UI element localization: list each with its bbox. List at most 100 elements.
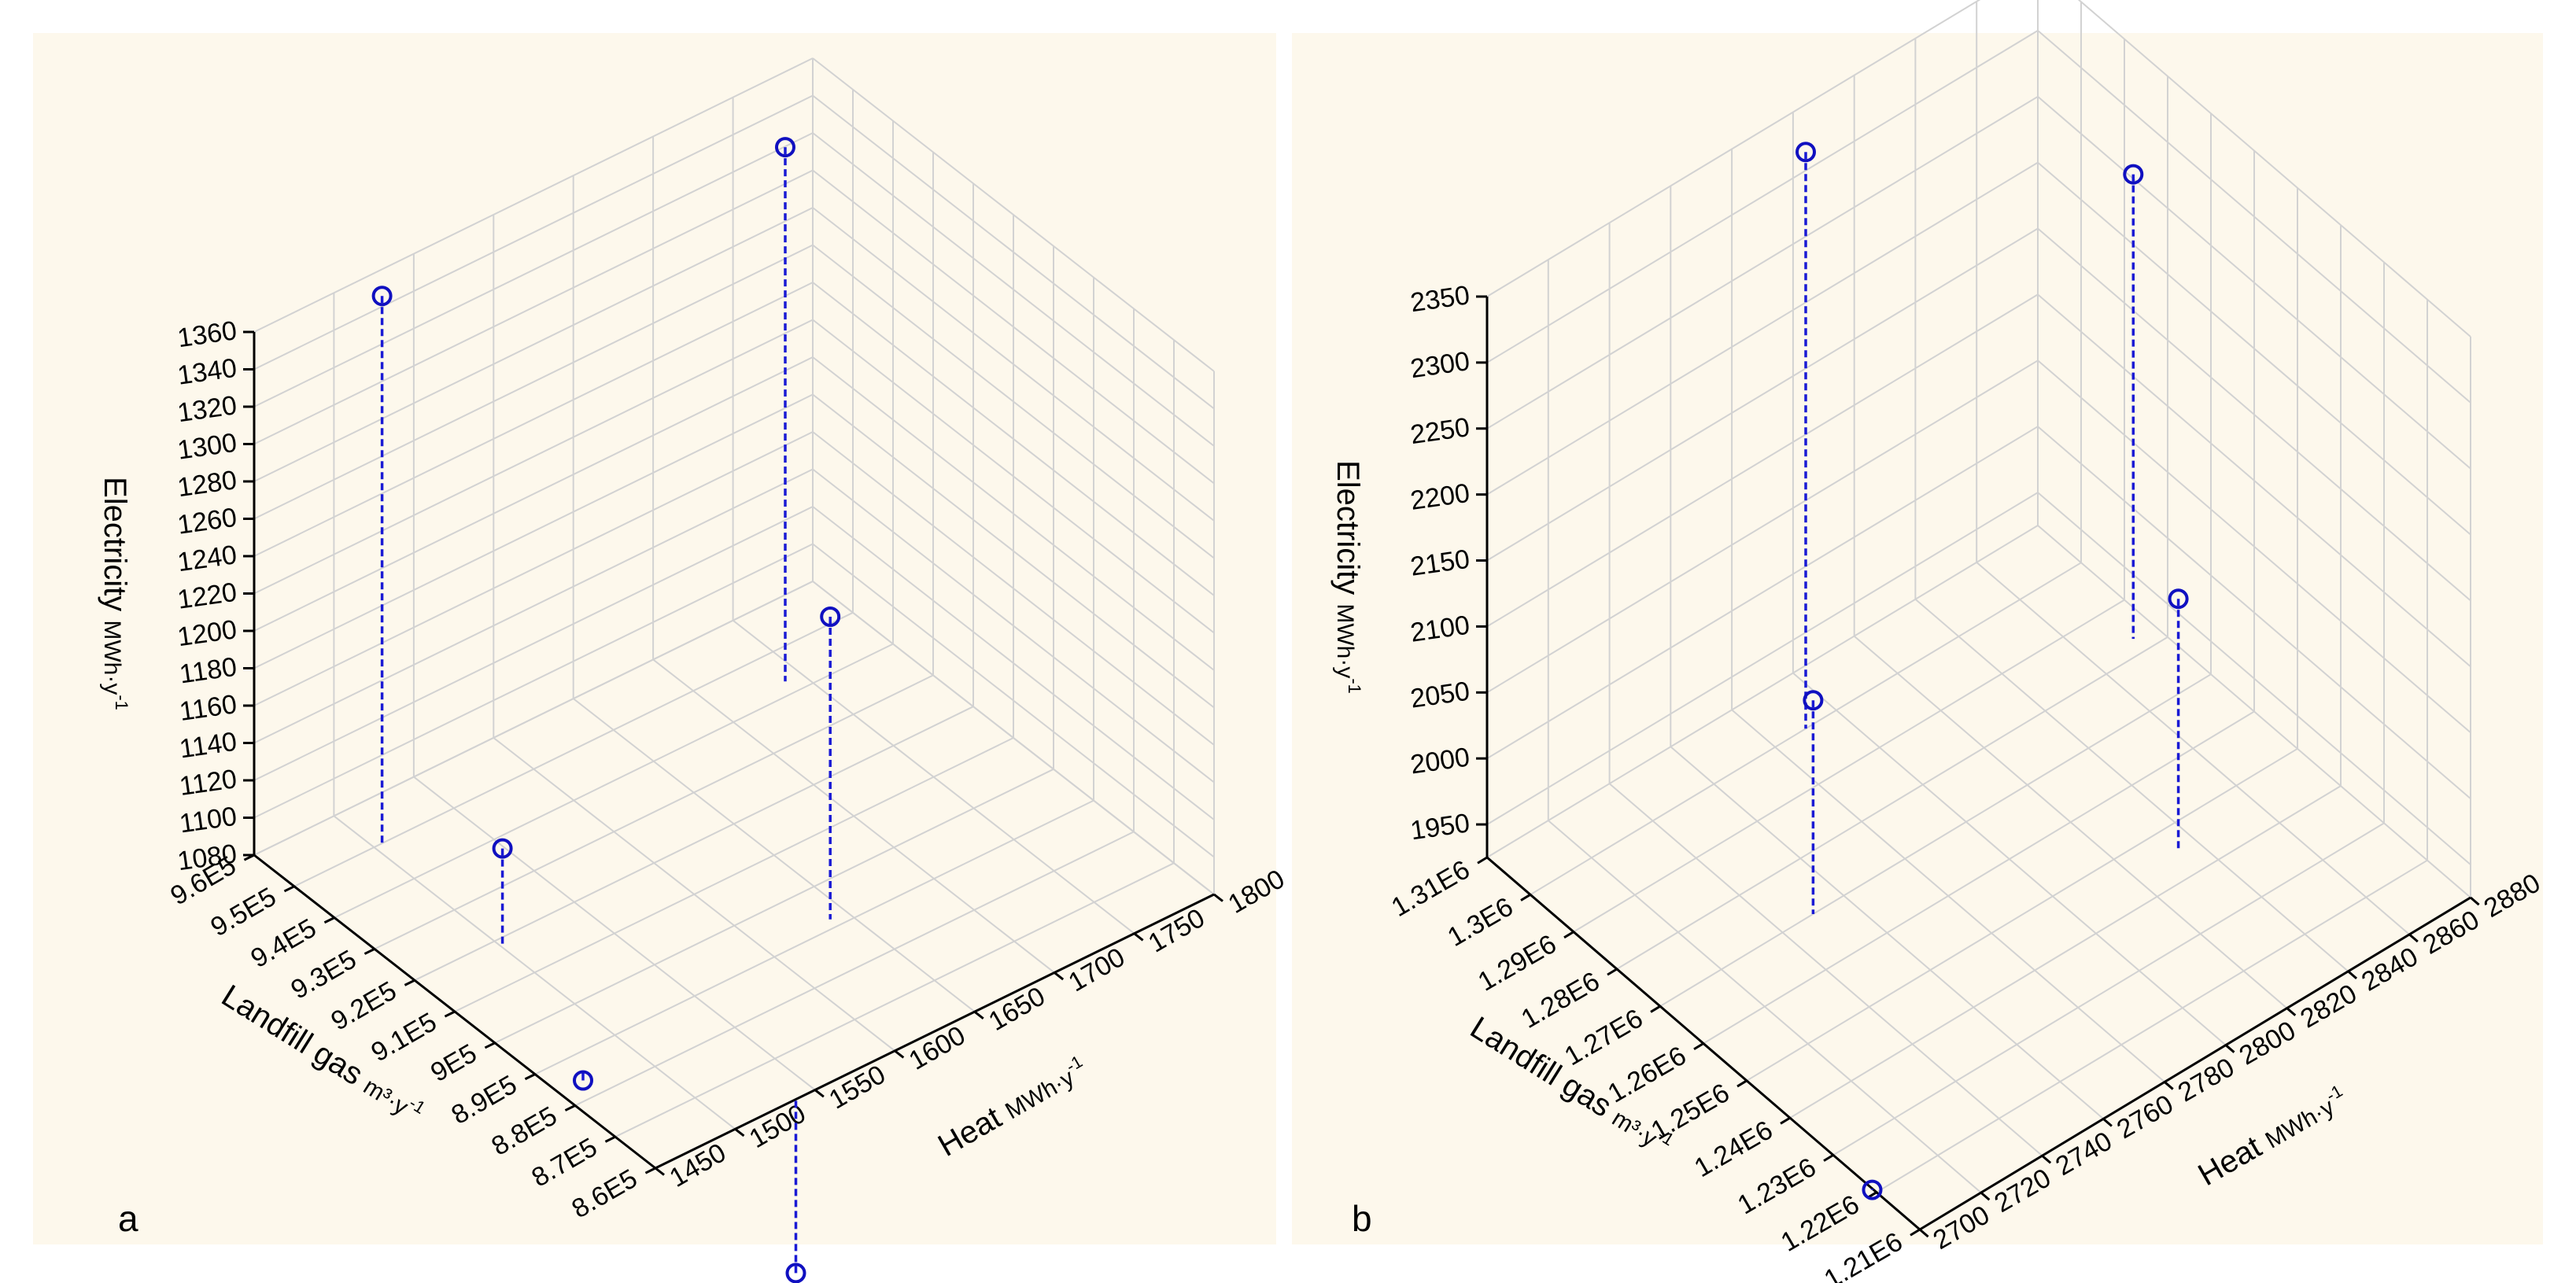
data-point xyxy=(1795,142,1816,163)
x-tick xyxy=(2164,1081,2174,1090)
back-wall-grid-line xyxy=(1486,492,2039,825)
panel-b: b 27002720274027602780280028202840286028… xyxy=(1292,0,2545,1283)
back-wall-grid-line xyxy=(1486,95,2039,430)
y-tick xyxy=(1477,856,1488,865)
floor-grid-line xyxy=(293,611,854,887)
floor-grid-line xyxy=(614,862,1175,1138)
back-wall-grid-line xyxy=(1486,161,2039,496)
z-axis-title-unit-exponent: -1 xyxy=(1345,678,1364,694)
data-point xyxy=(2123,164,2144,185)
back-wall-grid-line xyxy=(1486,0,1981,297)
y-tick xyxy=(484,1042,496,1049)
side-wall-grid-line xyxy=(812,393,1215,709)
side-wall-grid-line xyxy=(812,468,1215,783)
floor-grid-line xyxy=(1746,747,2298,1082)
back-wall-grid-line xyxy=(253,57,814,333)
back-wall-grid-line xyxy=(1486,293,2039,628)
x-tick xyxy=(1054,971,1065,981)
x-tick xyxy=(2224,1044,2235,1053)
floor-grid-line xyxy=(1876,859,2428,1193)
floor-grid-line xyxy=(1530,562,2082,896)
floor-grid-line xyxy=(1486,525,2039,858)
x-tick xyxy=(814,1089,825,1098)
side-wall-grid-line xyxy=(2037,426,2471,799)
side-wall-grid-line xyxy=(2037,30,2471,404)
data-point xyxy=(573,1070,593,1091)
back-wall-grid-line xyxy=(253,468,814,744)
z-axis-title: Electricity MWh·y-1 xyxy=(1330,460,1365,694)
side-wall-grid-line xyxy=(2037,492,2471,865)
z-axis-title-text: Electricity xyxy=(1330,460,1365,603)
side-wall-grid-line xyxy=(2037,293,2471,668)
grid-lines xyxy=(1486,0,2471,1230)
back-wall-grid-line xyxy=(253,244,814,520)
side-wall-grid-line xyxy=(812,169,1215,485)
y-tick xyxy=(444,1010,456,1018)
back-wall-grid-line xyxy=(1486,30,2039,363)
x-tick xyxy=(2470,896,2480,906)
back-wall-grid-line xyxy=(253,543,814,819)
y-tick xyxy=(1736,1079,1747,1088)
floor-grid-line xyxy=(1573,599,2125,933)
y-tick xyxy=(1650,1005,1661,1013)
back-wall-grid-line xyxy=(1486,359,2039,694)
y-tick xyxy=(1607,968,1618,976)
side-wall-grid-line xyxy=(812,319,1215,634)
panel-a-label: a xyxy=(118,1198,138,1239)
floor-grid-line xyxy=(1789,785,2342,1119)
side-wall-grid-line xyxy=(812,506,1215,820)
data-point xyxy=(1803,690,1824,711)
y-tick xyxy=(1693,1042,1704,1051)
back-wall-grid-line xyxy=(253,581,814,856)
floor-grid-line xyxy=(494,768,1054,1044)
side-wall-grid-line xyxy=(2077,0,2471,337)
floor-grid-line xyxy=(1832,822,2385,1156)
floor-grid-line xyxy=(334,643,894,919)
y-tick xyxy=(604,1135,616,1143)
x-tick xyxy=(655,1167,665,1176)
data-point xyxy=(492,838,513,859)
y-tick xyxy=(564,1104,576,1112)
back-wall-grid-line xyxy=(253,393,814,669)
side-wall-grid-line xyxy=(812,244,1215,559)
y-tick xyxy=(1910,1228,1921,1237)
back-wall-grid-line xyxy=(253,282,814,557)
side-wall-grid-line xyxy=(2037,359,2471,734)
data-point xyxy=(820,606,841,627)
data-point xyxy=(1862,1179,1883,1200)
panel-a-background xyxy=(33,33,1276,1244)
x-axis-line xyxy=(655,893,1215,1170)
back-wall-grid-line xyxy=(253,506,814,781)
side-wall-grid-line xyxy=(812,581,1215,895)
z-axis-title-unit: MWh·y xyxy=(1332,603,1358,678)
back-wall-grid-line xyxy=(253,94,814,371)
floor-grid-line xyxy=(414,706,974,982)
back-wall-grid-line xyxy=(253,169,814,445)
x-tick xyxy=(1133,932,1144,942)
x-tick xyxy=(2408,933,2419,943)
y-tick xyxy=(283,885,295,893)
back-wall-grid-line xyxy=(253,319,814,595)
side-wall-grid-line xyxy=(2037,161,2471,536)
x-tick xyxy=(1213,893,1223,902)
y-tick xyxy=(323,916,335,924)
side-wall-grid-line xyxy=(812,356,1215,671)
side-wall-grid-line xyxy=(812,94,1215,410)
z-axis-title-text: Electricity xyxy=(98,477,132,620)
y-tick xyxy=(1563,931,1574,939)
x-tick xyxy=(734,1128,745,1137)
y-tick xyxy=(524,1073,536,1081)
panel-a: a 145015001550160016501700175018008.6E58… xyxy=(33,33,1290,1283)
data-point xyxy=(2168,588,2189,610)
data-points xyxy=(371,137,841,1283)
data-point xyxy=(785,1263,806,1283)
x-axis-line xyxy=(1919,896,2471,1231)
data-points xyxy=(1795,142,2189,1200)
side-wall-grid-line xyxy=(2037,96,2471,470)
z-axis-title: Electricity MWh·y-1 xyxy=(98,477,132,710)
y-tick xyxy=(644,1167,656,1174)
back-wall-grid-line xyxy=(1486,227,2039,562)
side-wall-grid-line xyxy=(2037,227,2471,602)
y-tick xyxy=(404,979,415,986)
